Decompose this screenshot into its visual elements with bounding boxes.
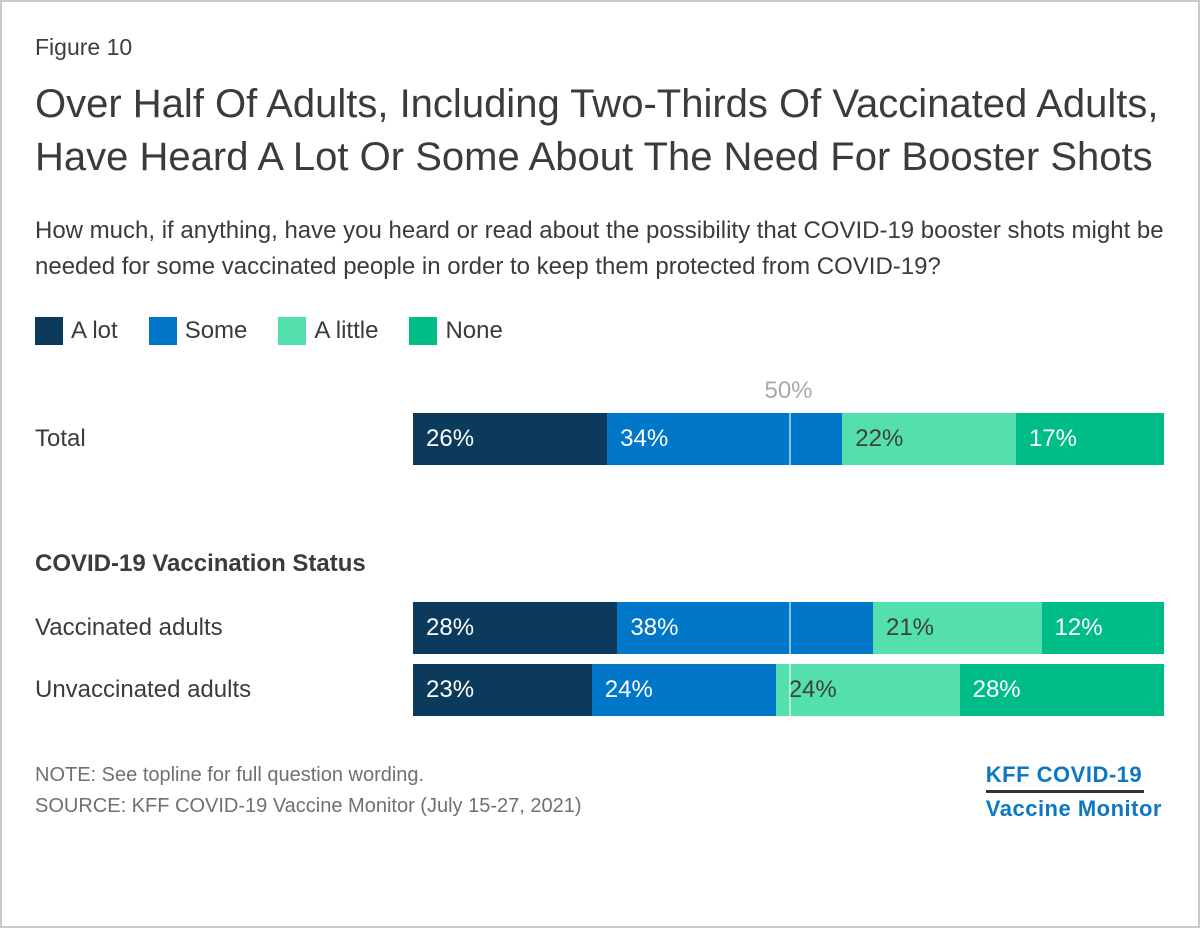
legend-item-a-lot: A lot — [35, 317, 118, 345]
segment-some: 24% — [591, 664, 776, 716]
legend-item-some: Some — [148, 317, 248, 345]
footer: NOTE: See topline for full question word… — [35, 760, 1164, 822]
segment-value-label: 22% — [855, 425, 904, 452]
segment-a-lot: 23% — [413, 664, 592, 716]
bar-area: 26% 34% 22% 17% — [413, 413, 1165, 465]
row-label: Unvaccinated adults — [35, 676, 252, 703]
segment-value-label: 34% — [620, 425, 669, 452]
legend-label: None — [445, 317, 503, 344]
bar-row-vaccinated-adults: Vaccinated adults 28% 38% 21% 12% — [35, 602, 1164, 654]
legend-label: Some — [184, 317, 248, 344]
logo-line1: KFF COVID-19 — [985, 762, 1143, 787]
row-label: Total — [35, 425, 86, 452]
legend-swatch-some — [148, 317, 177, 345]
kff-logo: KFF COVID-19 Vaccine Monitor — [985, 762, 1162, 822]
segment-a-lot: 28% — [413, 602, 618, 654]
tick-row-spacer — [35, 377, 413, 405]
segment-a-little: 22% — [842, 413, 1016, 465]
segment-value-label: 28% — [426, 614, 475, 641]
segment-value-label: 17% — [1028, 425, 1077, 452]
segment-some: 34% — [607, 413, 843, 465]
legend-swatch-none — [409, 317, 438, 345]
legend-swatch-a-little — [278, 317, 307, 345]
legend-item-none: None — [409, 317, 503, 345]
subtitle-question: How much, if anything, have you heard or… — [35, 217, 1164, 280]
status-rows-container: Vaccinated adults 28% 38% 21% 12% Unvaccinate… — [35, 602, 1164, 716]
segment-none: 17% — [1015, 413, 1165, 465]
segment-value-label: 12% — [1054, 614, 1103, 641]
bar-area: 28% 38% 21% 12% — [413, 602, 1164, 654]
axis-tick-50: 50% — [764, 377, 813, 404]
axis-tick-row: 50% — [35, 377, 1164, 405]
total-row-container: Total 26% 34% 22% 17% — [35, 413, 1165, 465]
segment-value-label: 28% — [972, 676, 1021, 703]
section-header: COVID-19 Vaccination Status — [35, 550, 366, 577]
segment-value-label: 24% — [788, 676, 837, 703]
bar-row-unvaccinated-adults: Unvaccinated adults 23% 24% 24% 28% — [35, 664, 1164, 716]
tick-area: 50% — [413, 377, 1164, 405]
legend-swatch-a-lot — [35, 317, 63, 345]
logo-divider — [985, 790, 1144, 793]
segment-none: 12% — [1041, 602, 1164, 654]
segment-a-little: 24% — [775, 664, 960, 716]
legend-item-a-little: A little — [278, 317, 378, 345]
footnotes: NOTE: See topline for full question word… — [35, 760, 581, 822]
stacked-bar-chart: 50% Total 26% 34% 22% 17% COVID-19 Vaccinati… — [35, 377, 1165, 716]
segment-value-label: 23% — [426, 676, 475, 703]
bar-area: 23% 24% 24% 28% — [413, 664, 1164, 716]
segment-a-little: 21% — [872, 602, 1042, 654]
row-label: Vaccinated adults — [35, 614, 223, 641]
segment-value-label: 26% — [426, 425, 475, 452]
figure-content: Figure 10 Over Half Of Adults, Including… — [2, 2, 1198, 822]
source-text: SOURCE: KFF COVID-19 Vaccine Monitor (Ju… — [35, 795, 582, 817]
page-title: Over Half Of Adults, Including Two-Third… — [35, 82, 1159, 179]
segment-a-lot: 26% — [413, 413, 608, 465]
segment-some: 38% — [617, 602, 873, 654]
segment-value-label: 24% — [604, 676, 653, 703]
segment-value-label: 38% — [630, 614, 679, 641]
logo-line2: Vaccine Monitor — [985, 796, 1162, 821]
figure-label: Figure 10 — [35, 34, 133, 60]
note-text: NOTE: See topline for full question word… — [35, 764, 425, 786]
bar-row-total: Total 26% 34% 22% 17% — [35, 413, 1165, 465]
legend-label: A little — [314, 317, 379, 344]
legend: A lot Some A little None — [35, 317, 1164, 345]
legend-label: A lot — [71, 317, 118, 344]
segment-none: 28% — [959, 664, 1164, 716]
segment-value-label: 21% — [885, 614, 935, 641]
